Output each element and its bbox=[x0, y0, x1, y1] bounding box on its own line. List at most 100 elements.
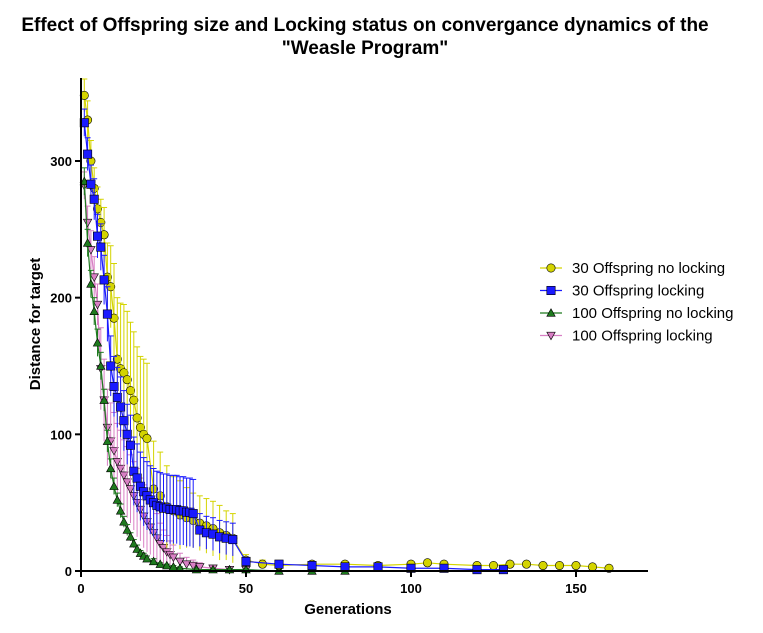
data-point bbox=[488, 561, 498, 571]
data-point bbox=[373, 562, 383, 572]
data-point bbox=[102, 423, 113, 433]
legend: 30 Offspring no locking 30 Offspring lock… bbox=[540, 260, 734, 345]
data-point bbox=[116, 402, 126, 412]
y-tick-label: 0 bbox=[65, 564, 72, 579]
data-point bbox=[241, 556, 251, 566]
data-point bbox=[188, 561, 198, 571]
legend-label: 30 Offspring no locking bbox=[572, 260, 725, 277]
data-point bbox=[257, 559, 267, 569]
data-point bbox=[82, 238, 93, 247]
data-point bbox=[112, 458, 123, 467]
data-point bbox=[119, 471, 129, 481]
data-point bbox=[148, 556, 159, 566]
data-point bbox=[129, 395, 139, 405]
data-point bbox=[472, 565, 482, 575]
x-ticks: 0 50 100 150 bbox=[77, 571, 587, 596]
data-point bbox=[99, 275, 109, 285]
data-point bbox=[86, 179, 96, 189]
data-point bbox=[106, 361, 116, 371]
legend-label: 100 Offspring locking bbox=[572, 328, 713, 345]
data-point bbox=[109, 481, 119, 490]
data-point bbox=[122, 478, 132, 487]
series-2 bbox=[79, 108, 508, 575]
data-point bbox=[142, 433, 152, 443]
x-tick-label: 100 bbox=[400, 581, 422, 596]
data-point bbox=[162, 560, 172, 570]
data-point bbox=[112, 495, 123, 504]
data-point bbox=[155, 559, 165, 568]
data-point bbox=[439, 563, 449, 573]
chart-title-line2: "Weasle Program" bbox=[282, 38, 449, 59]
data-point bbox=[122, 375, 132, 385]
data-point bbox=[109, 447, 119, 456]
data-point bbox=[142, 553, 152, 563]
data-point bbox=[554, 561, 564, 571]
x-tick-label: 150 bbox=[565, 581, 587, 596]
legend-marker bbox=[546, 263, 556, 273]
data-point bbox=[82, 218, 93, 228]
data-point bbox=[122, 429, 132, 439]
data-point bbox=[112, 392, 122, 402]
legend-item: 30 Offspring no locking bbox=[540, 260, 725, 277]
x-tick-label: 50 bbox=[239, 581, 253, 596]
data-point bbox=[132, 413, 142, 423]
data-point bbox=[126, 440, 136, 450]
data-point bbox=[115, 464, 126, 474]
legend-marker bbox=[546, 331, 556, 341]
data-point bbox=[115, 506, 126, 515]
data-point bbox=[102, 436, 113, 445]
legend-marker bbox=[546, 308, 556, 317]
data-point bbox=[274, 559, 284, 569]
data-point bbox=[109, 381, 119, 391]
y-ticks: 0 100 200 300 bbox=[50, 154, 81, 579]
data-point bbox=[587, 562, 597, 572]
data-point bbox=[89, 306, 99, 315]
y-tick-label: 100 bbox=[50, 427, 72, 442]
data-point bbox=[96, 242, 106, 252]
data-point bbox=[92, 300, 103, 310]
x-axis-label: Generations bbox=[304, 601, 392, 618]
legend-label: 100 Offspring no locking bbox=[572, 305, 734, 322]
data-point bbox=[125, 532, 136, 541]
data-point bbox=[89, 194, 99, 204]
data-point bbox=[99, 395, 109, 404]
plot-area bbox=[79, 78, 614, 575]
data-point bbox=[92, 337, 103, 347]
data-point bbox=[105, 463, 116, 473]
data-point bbox=[119, 416, 129, 426]
data-point bbox=[119, 516, 129, 526]
data-point bbox=[125, 485, 136, 494]
data-point bbox=[571, 561, 581, 571]
legend-item: 100 Offspring no locking bbox=[540, 305, 734, 322]
data-point bbox=[168, 553, 179, 563]
data-point bbox=[307, 561, 317, 571]
y-axis-label: Distance for target bbox=[27, 258, 44, 391]
data-point bbox=[521, 559, 531, 569]
data-point bbox=[498, 565, 508, 575]
data-point bbox=[158, 544, 169, 553]
data-point bbox=[181, 560, 192, 569]
data-point bbox=[228, 535, 238, 545]
data-point bbox=[86, 279, 96, 288]
legend-item: 30 Offspring locking bbox=[540, 283, 704, 300]
data-point bbox=[538, 561, 548, 571]
data-point bbox=[422, 558, 432, 568]
data-point bbox=[102, 309, 112, 319]
data-point bbox=[83, 149, 93, 159]
data-point bbox=[93, 231, 103, 241]
x-tick-label: 0 bbox=[77, 581, 84, 596]
chart-title-line1: Effect of Offspring size and Locking sta… bbox=[21, 15, 708, 36]
data-point bbox=[188, 509, 198, 519]
data-point bbox=[175, 557, 185, 567]
legend-item: 100 Offspring locking bbox=[540, 328, 713, 345]
y-tick-label: 300 bbox=[50, 154, 72, 169]
legend-marker bbox=[546, 285, 556, 295]
legend-label: 30 Offspring locking bbox=[572, 283, 704, 300]
data-point bbox=[340, 562, 350, 572]
series-3 bbox=[79, 167, 350, 575]
data-point bbox=[96, 361, 106, 370]
data-point bbox=[112, 354, 122, 364]
data-point bbox=[122, 525, 132, 534]
data-point bbox=[89, 273, 99, 282]
